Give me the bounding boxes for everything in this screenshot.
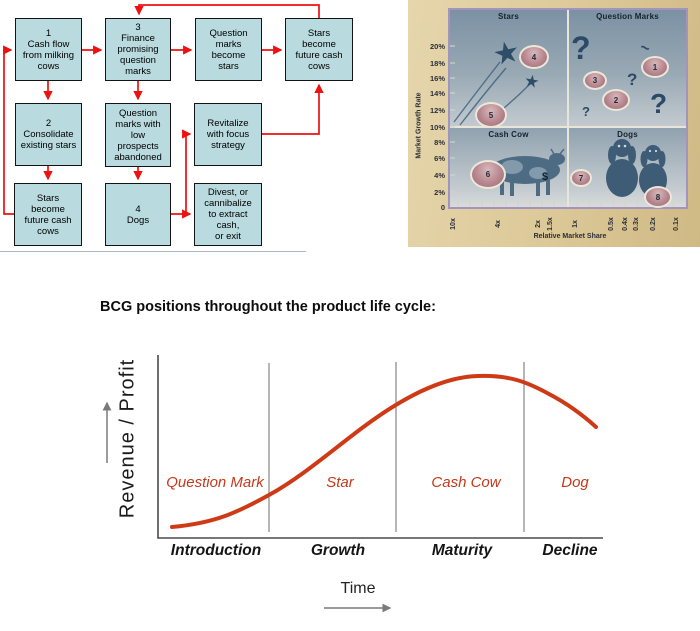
bcg-matrix-panel: 20% 18% 16% 14% 12% 10% 8% 6% 4% 2% 0 Ma… bbox=[408, 0, 700, 247]
y-tick-2: 2% bbox=[434, 188, 445, 197]
quadrant-dogs-title: Dogs bbox=[617, 130, 638, 139]
flow-box-qmarks-abandoned: Question marks with low prospects abando… bbox=[105, 103, 171, 167]
bcg-matrix-plot: Stars Question Marks Cash Cow Dogs bbox=[448, 8, 688, 209]
bubble-4: 4 bbox=[519, 45, 549, 69]
flow-box-consolidate-stars: 2 Consolidate existing stars bbox=[15, 103, 82, 166]
quadrant-stars: Stars bbox=[450, 10, 567, 126]
matrix-decor-layer: $ bbox=[450, 45, 674, 207]
question-mark-glyph-medium: ? bbox=[627, 70, 638, 89]
x-tick-2x: 2x bbox=[535, 220, 542, 228]
relative-market-share-label: Relative Market Share bbox=[533, 233, 607, 240]
x-tick-4x: 4x bbox=[495, 220, 502, 228]
bubble-8: 8 bbox=[644, 186, 672, 208]
x-tick-0-3x: 0.3x bbox=[633, 217, 640, 231]
phase-label-cash-cow: Cash Cow bbox=[431, 474, 501, 491]
phase-label-dog: Dog bbox=[561, 474, 589, 491]
y-tick-10: 10% bbox=[429, 123, 445, 132]
arrow-futurecows-loop-top bbox=[134, 4, 320, 18]
y-tick-18: 18% bbox=[429, 59, 445, 68]
arrow-revitalize-to-futurecows bbox=[262, 83, 324, 135]
quadrant-question-marks-title: Question Marks bbox=[596, 12, 659, 21]
y-tick-0: 0 bbox=[440, 203, 445, 212]
stage-label-growth: Growth bbox=[310, 542, 366, 559]
bubble-2: 2 bbox=[602, 89, 630, 111]
bubble-5: 5 bbox=[475, 102, 507, 128]
quadrant-cash-cow-title: Cash Cow bbox=[488, 130, 529, 139]
stage-label-decline: Decline bbox=[542, 542, 598, 559]
y-tick-12: 12% bbox=[429, 106, 445, 115]
x-tick-1x: 1x bbox=[572, 220, 579, 228]
x-tick-0-2x: 0.2x bbox=[650, 217, 657, 231]
flow-box-dogs: 4 Dogs bbox=[105, 183, 171, 246]
bubble-1: 1 bbox=[641, 56, 669, 78]
flow-box-stars-future-cows-top: Stars become future cash cows bbox=[285, 18, 353, 81]
y-tick-8: 8% bbox=[434, 138, 445, 147]
cow-icon bbox=[482, 148, 565, 196]
section-divider-line bbox=[0, 251, 306, 252]
quadrant-stars-title: Stars bbox=[497, 12, 519, 21]
phase-label-star: Star bbox=[326, 474, 354, 491]
bubble-6: 6 bbox=[470, 160, 506, 189]
question-mark-glyph-small: ? bbox=[582, 104, 590, 119]
bubble-3: 3 bbox=[583, 71, 607, 90]
arrow-futurecows-loop-left bbox=[3, 45, 14, 215]
bubble-7: 7 bbox=[570, 169, 592, 187]
y-tick-20: 20% bbox=[429, 42, 445, 51]
time-axis-label: Time bbox=[340, 580, 376, 597]
y-tick-16: 16% bbox=[429, 74, 445, 83]
flow-box-revitalize: Revitalize with focus strategy bbox=[194, 103, 262, 166]
stage-label-introduction: Introduction bbox=[170, 542, 262, 559]
x-tick-0-1x: 0.1x bbox=[673, 217, 680, 231]
chart-axes bbox=[157, 355, 603, 539]
question-mark-glyph-large2: ? bbox=[650, 88, 668, 119]
stage-divider-lines bbox=[268, 362, 525, 532]
y-tick-14: 14% bbox=[429, 89, 445, 98]
stage-label-maturity: Maturity bbox=[431, 542, 493, 559]
lifecycle-chart-title: BCG positions throughout the product lif… bbox=[100, 299, 436, 315]
flow-box-cash-flow: 1 Cash flow from milking cows bbox=[15, 18, 82, 81]
dollar-glyph: $ bbox=[542, 171, 548, 183]
lifecycle-curve bbox=[170, 373, 598, 529]
x-tick-10x: 10x bbox=[450, 218, 457, 230]
phase-label-question-mark: Question Mark bbox=[166, 474, 264, 491]
x-tick-1-5x: 1.5x bbox=[547, 217, 554, 231]
y-tick-4: 4% bbox=[434, 171, 445, 180]
y-tick-6: 6% bbox=[434, 154, 445, 163]
flow-box-stars-future-cows-bottom: Stars become future cash cows bbox=[14, 183, 82, 246]
revenue-profit-axis-label: Revenue / Profit bbox=[116, 358, 139, 519]
flow-box-finance-qmarks: 3 Finance promising question marks bbox=[105, 18, 171, 81]
question-mark-glyph-large: ? bbox=[571, 30, 591, 66]
flow-box-qmarks-become-stars: Question marks become stars bbox=[195, 18, 262, 81]
arrow-dogs-to-revitalize bbox=[182, 129, 192, 214]
flow-box-divest: Divest, or cannibalize to extract cash, … bbox=[194, 183, 262, 246]
market-growth-rate-label: Market Growth Rate bbox=[415, 92, 423, 159]
x-tick-0-5x: 0.5x bbox=[608, 217, 615, 231]
x-tick-0-4x: 0.4x bbox=[622, 217, 629, 231]
